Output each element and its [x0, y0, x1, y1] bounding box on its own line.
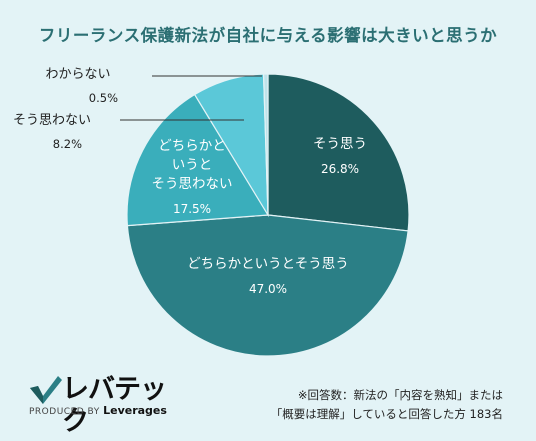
company-name: Leverages [103, 404, 167, 417]
slice-label: どちらかと [158, 138, 226, 154]
slice-label: そう思わない [13, 113, 91, 128]
footnote: ※回答数：新法の「内容を熟知」または 「概要は理解」していると回答した方 183… [243, 386, 503, 424]
footnote-line-1: ※回答数：新法の「内容を熟知」または [297, 388, 503, 402]
pie-slice [262, 73, 269, 216]
logo-name: レバテック [62, 374, 167, 437]
slice-value-label: 17.5% [173, 202, 211, 216]
slice-label: そう思わない [152, 176, 233, 192]
slice-value-label: 26.8% [321, 162, 359, 176]
slice-value-label: 0.5% [89, 91, 118, 105]
pie-slice [126, 93, 270, 227]
pie-slice [267, 73, 410, 232]
logo-check-icon [30, 376, 62, 404]
logo-produced-by: PRODUCED BY Leverages [29, 404, 167, 417]
slice-label: どちらかというとそう思う [187, 256, 349, 272]
pie-slice [126, 214, 409, 357]
slice-label: そう思う [313, 136, 367, 152]
slice-label: いうと [172, 157, 213, 173]
levtech-logo: レバテック PRODUCED BY Leverages [28, 374, 188, 437]
slice-value-label: 47.0% [249, 282, 287, 296]
slice-label: わからない [45, 67, 110, 82]
chart-title: フリーランス保護新法が自社に与える影響は大きいと思うか [38, 26, 498, 45]
produced-by-label: PRODUCED BY [29, 407, 100, 417]
footnote-line-2: 「概要は理解」していると回答した方 183名 [270, 407, 503, 421]
slice-value-label: 8.2% [53, 137, 82, 151]
